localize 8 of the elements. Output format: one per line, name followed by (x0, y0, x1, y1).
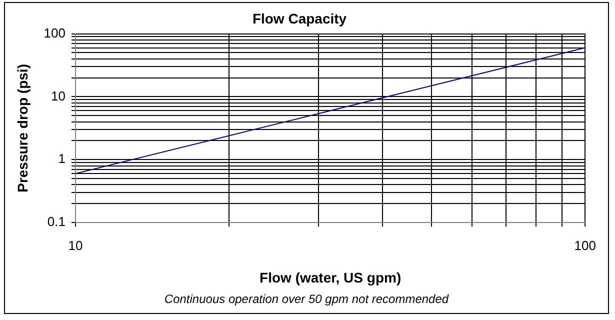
y-tick-label: 10 (51, 88, 66, 104)
y-tick-label: 100 (44, 25, 66, 40)
y-axis-title: Pressure drop (psi) (14, 64, 30, 192)
y-tick-label: 0.1 (47, 214, 66, 230)
chart-title: Flow Capacity (252, 10, 347, 26)
y-tick-label: 1 (58, 151, 66, 166)
text: Continuous operation over 50 gpm not recommended (163, 292, 450, 306)
x-axis-title: Flow (water, US gpm) (260, 269, 402, 286)
